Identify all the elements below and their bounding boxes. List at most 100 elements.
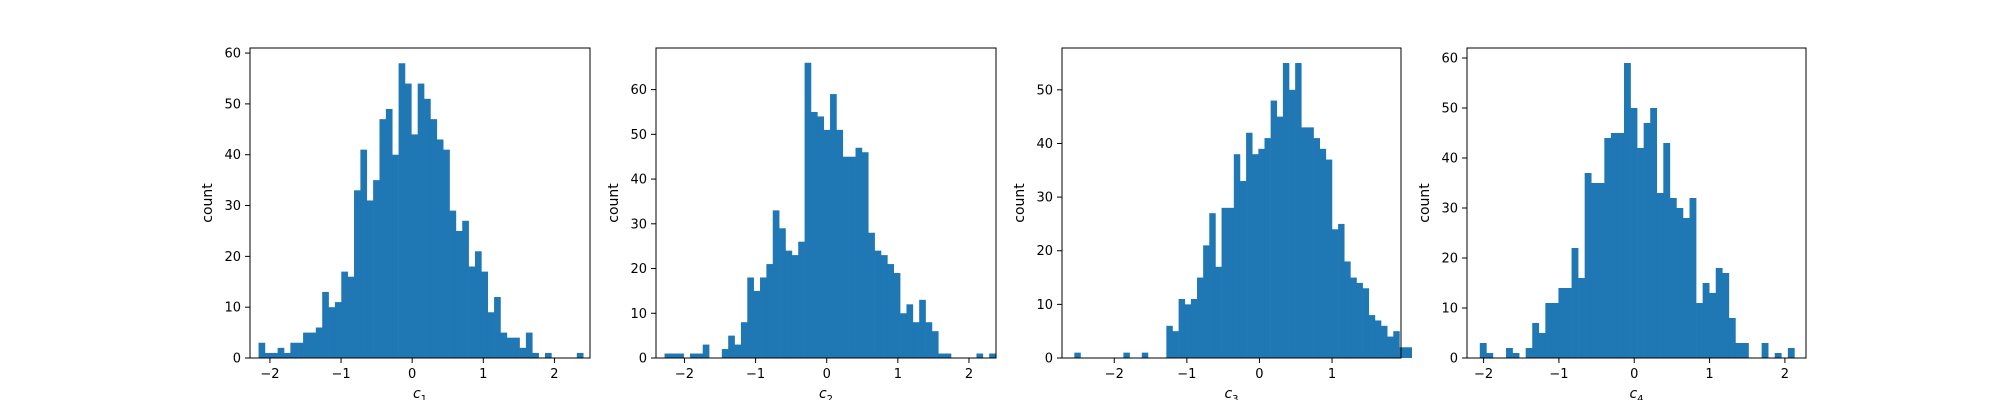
histogram-bar: [1512, 353, 1520, 358]
y-tick-label: 50: [224, 97, 241, 112]
y-tick-label: 60: [630, 83, 647, 98]
x-tick-label: 0: [1255, 367, 1263, 382]
histogram-bar: [1381, 325, 1388, 358]
histogram-bar: [1313, 138, 1320, 358]
y-tick-label: 40: [1441, 152, 1458, 167]
axes-frame: [249, 47, 591, 359]
histogram-bar: [417, 83, 425, 358]
histogram-bar: [1722, 273, 1730, 358]
histogram-bar: [1393, 331, 1400, 358]
histogram-bar: [810, 111, 818, 358]
y-tick-label: 20: [1036, 244, 1053, 259]
histogram-bar: [1356, 282, 1363, 358]
histogram-bar: [925, 322, 933, 358]
y-tick-label: 30: [224, 199, 241, 214]
histogram-bar: [740, 322, 748, 358]
histogram-bar: [830, 94, 837, 358]
histogram-bar: [1331, 229, 1339, 358]
histogram-bar: [1735, 343, 1743, 358]
histogram-bar: [804, 62, 812, 358]
histogram-bar: [1368, 315, 1376, 358]
x-tick-label: −1: [331, 367, 350, 382]
x-tick-label: 1: [1328, 367, 1336, 382]
histogram-bar: [474, 251, 482, 358]
histogram-bar: [1623, 63, 1631, 358]
histogram-bar: [1702, 283, 1710, 358]
histogram-bar: [1663, 143, 1671, 358]
histogram-bar: [354, 190, 361, 358]
axes-frame: [1466, 47, 1807, 359]
histogram-bar: [1350, 277, 1357, 358]
histogram-bar: [1209, 213, 1216, 358]
histogram-bar: [500, 332, 508, 358]
histogram-bar: [1399, 347, 1406, 358]
histogram-bar: [906, 304, 914, 358]
histogram-bar: [1258, 148, 1265, 358]
histogram-bar: [670, 353, 678, 358]
axes-frame: [655, 47, 997, 359]
histogram-bar: [462, 220, 469, 358]
histogram-bar: [303, 332, 310, 358]
histogram-bar: [1715, 268, 1723, 358]
histogram-bar: [1141, 352, 1149, 358]
histogram-bar: [976, 353, 984, 358]
histogram-bar: [1506, 348, 1513, 358]
histogram-bar: [1728, 318, 1736, 358]
histogram-bar: [1669, 198, 1677, 358]
histogram-bar: [1405, 347, 1412, 358]
histogram-bar: [1774, 353, 1782, 358]
y-tick-label: 20: [1441, 252, 1458, 267]
histogram-bar: [277, 347, 285, 358]
histogram-bar: [1233, 154, 1241, 358]
y-tick-label: 40: [630, 173, 647, 188]
histogram-bar: [1617, 133, 1625, 358]
y-tick-label: 30: [1441, 202, 1458, 217]
histogram-bar: [494, 297, 501, 358]
x-tick-label: −1: [1177, 367, 1196, 382]
histogram-bar: [1282, 63, 1290, 359]
histogram-bar: [1545, 303, 1553, 358]
histogram-bar: [728, 335, 735, 358]
y-axis-label: count: [1012, 183, 1028, 223]
histogram-bar: [849, 156, 856, 358]
histogram-bar: [1571, 248, 1579, 358]
histogram-bar: [1689, 198, 1697, 358]
histogram-bar: [436, 139, 444, 358]
histogram-bar: [1682, 218, 1690, 358]
histogram-bar: [874, 250, 882, 358]
histogram-bar: [1709, 293, 1717, 358]
histogram-bar: [430, 119, 438, 359]
histogram-bar: [798, 241, 805, 358]
histogram-bar: [424, 98, 431, 358]
histogram-bar: [519, 347, 527, 358]
histogram-bar: [791, 255, 799, 358]
histogram-bar: [861, 152, 869, 358]
histogram-bar: [766, 264, 774, 358]
histogram-bar: [532, 352, 539, 358]
histogram-bar: [1325, 159, 1333, 358]
histogram-bar: [513, 337, 520, 358]
y-tick-label: 0: [233, 352, 241, 367]
histogram-bar: [341, 271, 348, 358]
x-axis-label: c1: [413, 386, 427, 400]
histogram-bar: [1252, 154, 1259, 358]
histogram-bar: [1565, 288, 1572, 358]
histogram-bar: [366, 200, 374, 358]
y-tick-label: 20: [630, 262, 647, 277]
histogram-bar: [309, 332, 317, 358]
histogram-bar: [1338, 223, 1345, 358]
histogram-bar: [1610, 133, 1618, 358]
histogram-bar: [989, 353, 996, 358]
histogram-bar: [1178, 299, 1186, 358]
histogram-bar: [938, 353, 945, 358]
histogram-bar: [944, 353, 952, 358]
histogram-bar: [747, 277, 754, 358]
histogram-bar: [392, 154, 399, 358]
histogram-bar: [1387, 336, 1394, 358]
histogram-bar: [1203, 245, 1210, 358]
histogram-bar: [506, 337, 514, 358]
histogram-bar: [271, 352, 278, 358]
